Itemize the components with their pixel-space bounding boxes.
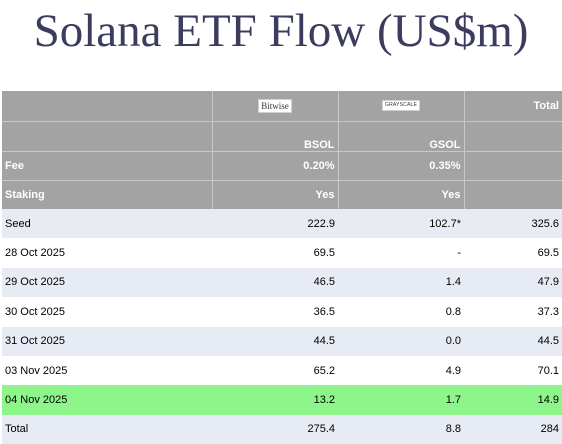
staking-bsol: Yes [211, 180, 338, 209]
row-label: 29 Oct 2025 [2, 267, 212, 298]
row-total: 325.6 [464, 209, 562, 239]
ticker-gsol: GSOL [337, 121, 464, 152]
staking-row: Staking Yes Yes [2, 180, 562, 209]
header-empty-cell [463, 151, 562, 181]
row-label: 31 Oct 2025 [2, 326, 212, 356]
total-row: Total 275.4 8.8 284 [2, 414, 562, 444]
row-bsol: 275.4 [212, 414, 338, 444]
row-gsol: 4.9 [338, 355, 464, 386]
issuer-bitwise-cell: Bitwise [211, 91, 338, 122]
row-label: Total [2, 414, 212, 444]
row-bsol: 44.5 [212, 326, 338, 356]
row-label: 03 Nov 2025 [2, 355, 212, 386]
row-total: 44.5 [464, 326, 562, 356]
issuer-grayscale-cell: GRAYSCALE [337, 91, 464, 122]
etf-flow-table: Bitwise GRAYSCALE Total BSOL GSOL Fee 0.… [2, 91, 562, 444]
page-title: Solana ETF Flow (US$m) [33, 5, 529, 57]
row-gsol: 102.7* [338, 209, 464, 239]
header-ticker-row: BSOL GSOL [2, 121, 562, 152]
row-total: 70.1 [464, 355, 562, 386]
staking-label: Staking [2, 180, 212, 209]
row-total: 14.9 [464, 385, 562, 415]
row-bsol: 46.5 [212, 267, 338, 298]
staking-gsol: Yes [337, 180, 464, 209]
header-empty-cell [2, 91, 212, 122]
fee-bsol: 0.20% [211, 151, 338, 181]
row-bsol: 13.2 [212, 385, 338, 415]
fee-label: Fee [2, 151, 212, 181]
row-total: 284 [464, 414, 562, 444]
row-total: 69.5 [464, 238, 562, 268]
row-label: 30 Oct 2025 [2, 297, 212, 327]
header-empty-cell [2, 121, 212, 152]
row-label: 04 Nov 2025 [2, 385, 212, 415]
row-total: 37.3 [464, 297, 562, 327]
header-empty-cell [463, 180, 562, 209]
row-gsol: 0.8 [338, 297, 464, 327]
row-bsol: 65.2 [212, 355, 338, 386]
grayscale-logo: GRAYSCALE [382, 100, 420, 112]
header-total: Total [463, 91, 562, 122]
row-bsol: 69.5 [212, 238, 338, 268]
row-label: 28 Oct 2025 [2, 238, 212, 268]
table-row: Seed 222.9 102.7* 325.6 [2, 209, 562, 239]
row-gsol: 0.0 [338, 326, 464, 356]
fee-gsol: 0.35% [337, 151, 464, 181]
table-row: 28 Oct 2025 69.5 - 69.5 [2, 238, 562, 268]
highlighted-row: 04 Nov 2025 13.2 1.7 14.9 [2, 385, 562, 415]
table-row: 03 Nov 2025 65.2 4.9 70.1 [2, 355, 562, 386]
bitwise-logo: Bitwise [258, 98, 292, 113]
row-bsol: 36.5 [212, 297, 338, 327]
row-gsol: 1.4 [338, 267, 464, 298]
header-logo-row: Bitwise GRAYSCALE Total [2, 91, 562, 122]
header-empty-cell [463, 121, 562, 152]
table-row: 29 Oct 2025 46.5 1.4 47.9 [2, 267, 562, 298]
table-row: 31 Oct 2025 44.5 0.0 44.5 [2, 326, 562, 356]
ticker-bsol: BSOL [211, 121, 338, 152]
fee-row: Fee 0.20% 0.35% [2, 151, 562, 181]
row-gsol: 1.7 [338, 385, 464, 415]
table-row: 30 Oct 2025 36.5 0.8 37.3 [2, 297, 562, 327]
row-gsol: 8.8 [338, 414, 464, 444]
row-total: 47.9 [464, 267, 562, 298]
row-gsol: - [338, 238, 464, 268]
row-bsol: 222.9 [212, 209, 338, 239]
row-label: Seed [2, 209, 212, 239]
